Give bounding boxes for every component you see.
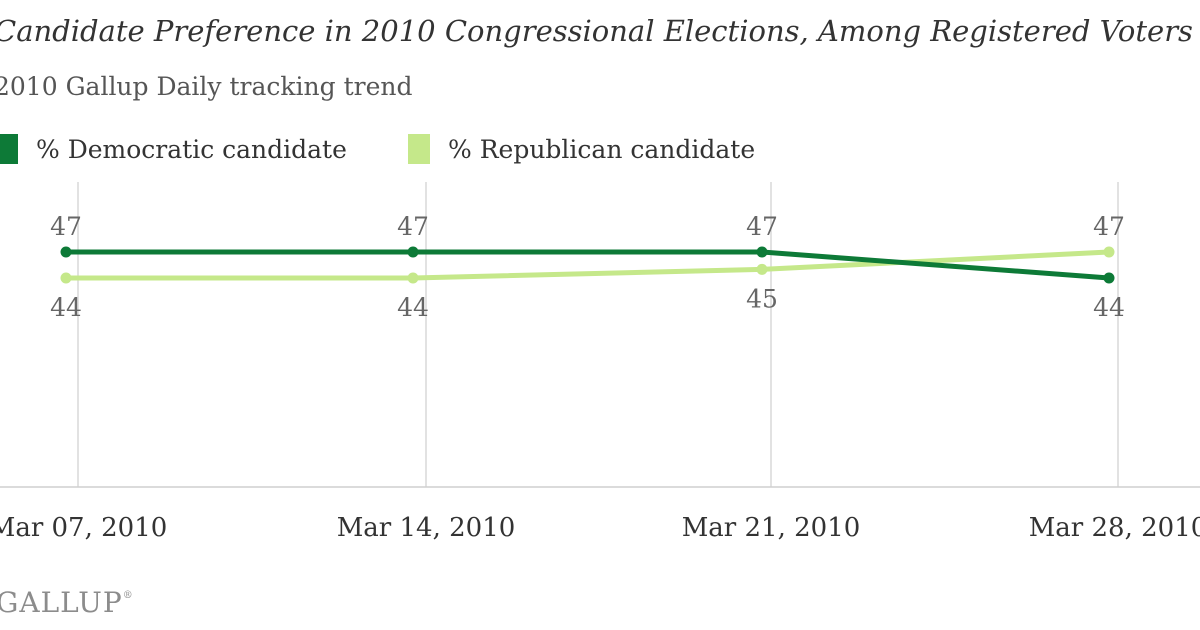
legend-item-republican: % Republican candidate [408,134,755,164]
data-point-republican [1103,246,1115,258]
data-label-democratic: 47 [746,212,778,241]
data-point-democratic [1103,272,1115,284]
data-label-republican: 45 [746,284,778,313]
data-label-republican: 47 [1093,212,1125,241]
data-label-democratic: 44 [1093,293,1125,322]
data-point-democratic [60,246,72,258]
legend-swatch-democratic [0,134,18,164]
x-tick-label: Mar 14, 2010 [337,513,516,543]
series-line-democratic [63,249,1112,281]
data-point-republican [407,272,419,284]
data-label-democratic: 47 [397,212,429,241]
x-tick-label: Mar 28, 2010 [1029,513,1200,543]
legend-item-democratic: % Democratic candidate [0,134,347,164]
legend-label-democratic: % Democratic candidate [36,134,347,164]
gallup-logo: GALLUP® [0,586,134,619]
data-label-democratic: 47 [50,212,82,241]
chart-subtitle: 2010 Gallup Daily tracking trend [0,72,413,101]
data-label-republican: 44 [50,293,82,322]
x-tick-label: Mar 21, 2010 [682,513,861,543]
chart-legend: % Democratic candidate % Republican cand… [0,134,1200,170]
data-point-democratic [756,246,768,258]
gallup-logo-text: GALLUP [0,586,123,619]
registered-mark: ® [122,590,134,601]
legend-swatch-republican [408,134,430,164]
data-point-democratic [407,246,419,258]
data-point-republican [60,272,72,284]
legend-label-republican: % Republican candidate [448,134,756,164]
x-tick-label: Mar 07, 2010 [0,513,167,543]
data-label-republican: 44 [397,293,429,322]
data-point-republican [756,263,768,275]
series-line-republican [63,249,1112,281]
chart-title: Candidate Preference in 2010 Congression… [0,14,1193,48]
